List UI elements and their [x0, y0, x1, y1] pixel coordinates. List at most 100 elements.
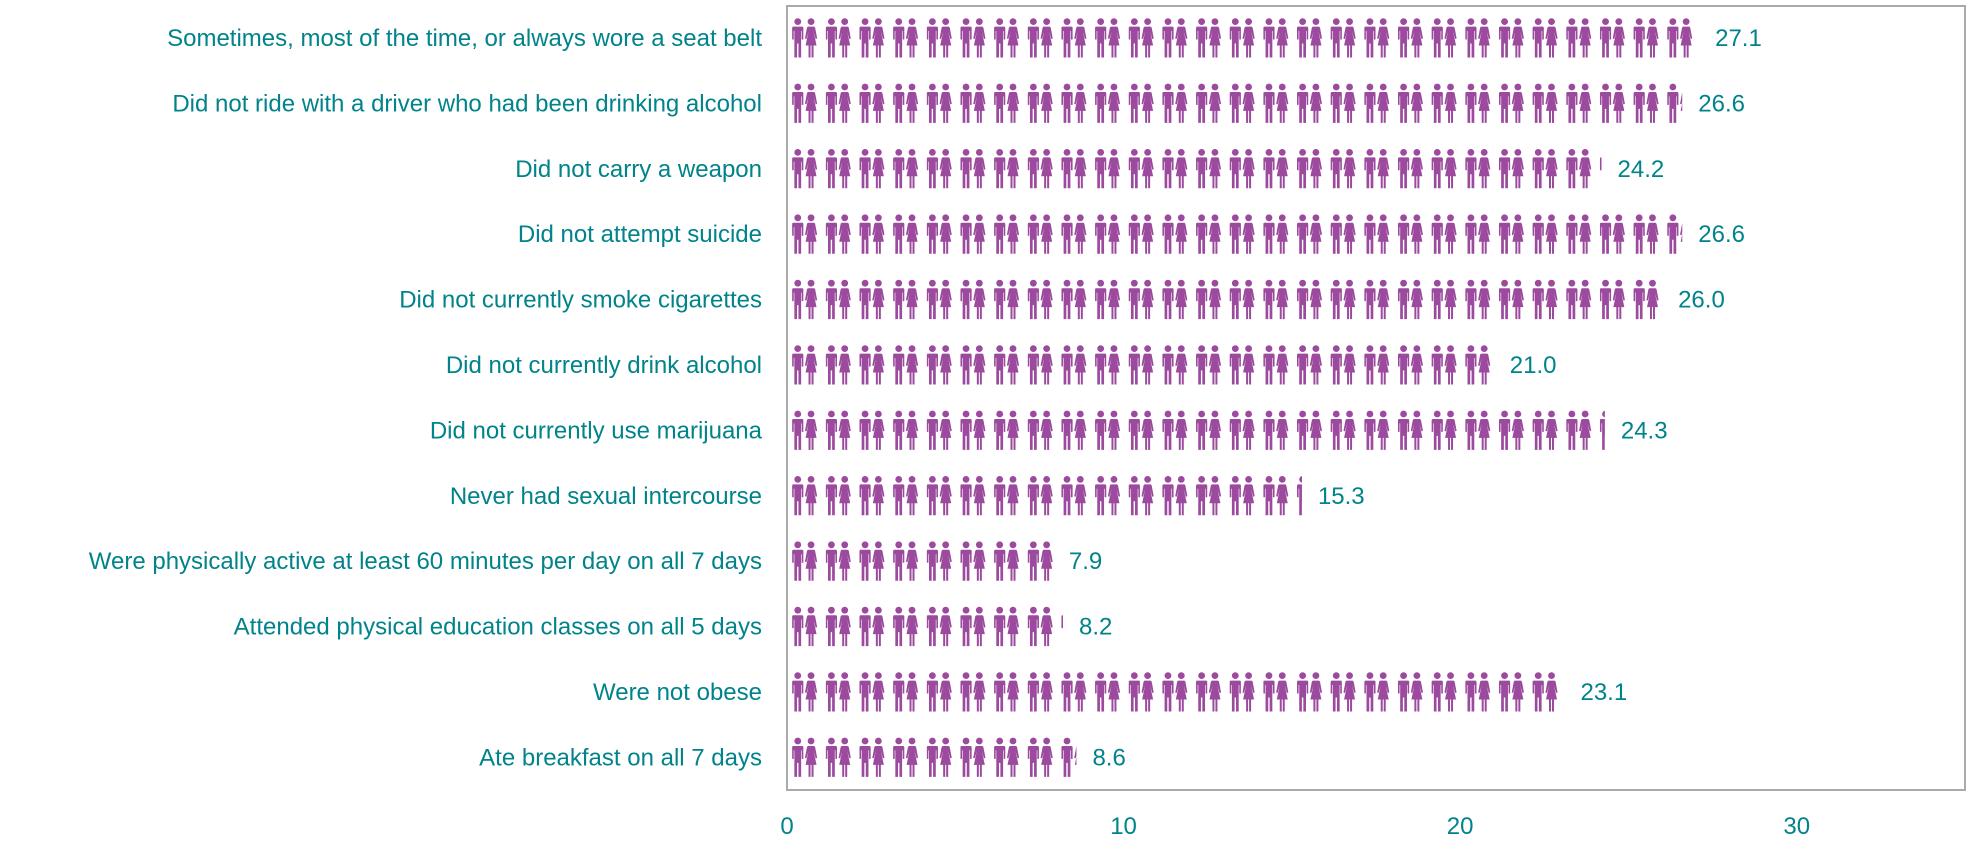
- value-label: 8.2: [1079, 614, 1112, 641]
- person-icon: [1498, 672, 1524, 712]
- person-icon: [1330, 672, 1356, 712]
- person-icon: [1566, 279, 1592, 320]
- person-icon: [926, 541, 952, 581]
- person-icon: [1162, 345, 1188, 385]
- person-icon: [1566, 410, 1592, 450]
- person-icon: [1027, 149, 1053, 189]
- x-axis-ticks: 0 10 20 30: [780, 813, 1810, 840]
- person-icon: [1095, 672, 1121, 712]
- value-label: 24.3: [1621, 417, 1668, 444]
- person-icon: [1431, 18, 1457, 58]
- person-icon: [1196, 279, 1222, 320]
- person-icon: [792, 214, 818, 254]
- person-icon: [926, 214, 952, 254]
- person-icon: [1263, 83, 1289, 123]
- person-icon: [1061, 214, 1087, 254]
- person-icon: [1532, 83, 1558, 123]
- person-icon: [792, 279, 818, 320]
- person-icon: [1599, 83, 1625, 123]
- person-icon: [1431, 672, 1457, 712]
- person-icon: [960, 476, 986, 516]
- person-icon: [926, 279, 952, 320]
- person-icon: [1297, 18, 1323, 58]
- person-icon: [893, 672, 919, 712]
- person-icon: [1465, 410, 1491, 450]
- person-icon: [960, 410, 986, 450]
- category-label: Never had sexual intercourse: [450, 483, 762, 510]
- person-icon: [893, 410, 919, 450]
- person-icon: [1532, 279, 1558, 320]
- person-icon: [960, 18, 986, 58]
- value-label: 7.9: [1069, 548, 1102, 575]
- value-label: 15.3: [1318, 483, 1365, 510]
- person-icon: [1027, 410, 1053, 450]
- person-icon: [792, 149, 818, 189]
- person-icon: [1196, 149, 1222, 189]
- person-icon: [926, 18, 952, 58]
- person-icon: [1498, 214, 1524, 254]
- bar-icons-row-8: [792, 541, 1053, 581]
- person-icon: [825, 476, 851, 516]
- person-icon: [1498, 149, 1524, 189]
- person-icon: [1263, 279, 1289, 320]
- category-label: Sometimes, most of the time, or always w…: [167, 25, 762, 52]
- person-icon: [859, 410, 885, 450]
- person-icon: [960, 83, 986, 123]
- person-icon: [792, 410, 818, 450]
- person-icon: [926, 476, 952, 516]
- person-icon: [1364, 410, 1390, 450]
- person-icon: [1364, 83, 1390, 123]
- person-icon: [825, 149, 851, 189]
- person-icon: [1128, 83, 1154, 123]
- person-icon: [1162, 410, 1188, 450]
- person-icon: [926, 149, 952, 189]
- person-icon: [1229, 410, 1255, 450]
- person-icon: [893, 606, 919, 647]
- person-icon: [1196, 410, 1222, 450]
- person-icon: [1532, 18, 1558, 58]
- person-icon: [1128, 279, 1154, 320]
- person-icon: [1330, 149, 1356, 189]
- person-icon: [1229, 18, 1255, 58]
- person-icon: [994, 410, 1020, 450]
- person-icon: [1095, 476, 1121, 516]
- person-icon: [1229, 279, 1255, 320]
- person-icon: [1229, 83, 1255, 123]
- person-icon: [859, 737, 885, 777]
- person-icon: [893, 18, 919, 58]
- bar-icons-row-10: [792, 672, 1558, 712]
- person-icon: [1027, 279, 1053, 320]
- category-label: Did not currently smoke cigarettes: [399, 287, 762, 314]
- person-icon: [1061, 279, 1087, 320]
- person-icon: [1330, 279, 1356, 320]
- person-icon: [1330, 214, 1356, 254]
- person-icon: [926, 345, 952, 385]
- person-icon: [1128, 149, 1154, 189]
- person-icon: [1095, 410, 1121, 450]
- person-icon: [1061, 737, 1077, 777]
- person-icon: [893, 476, 919, 516]
- person-icon: [994, 18, 1020, 58]
- person-icon: [1330, 410, 1356, 450]
- bar-icons-row-1: [792, 83, 1683, 123]
- person-icon: [1162, 672, 1188, 712]
- person-icon: [1027, 541, 1053, 581]
- person-icon: [926, 672, 952, 712]
- category-label: Were not obese: [593, 679, 762, 706]
- person-icon: [1431, 279, 1457, 320]
- person-icon: [893, 214, 919, 254]
- person-icon: [792, 18, 818, 58]
- person-icon: [1498, 83, 1524, 123]
- value-label: 8.6: [1092, 744, 1125, 771]
- person-icon: [1263, 345, 1289, 385]
- person-icon: [1263, 149, 1289, 189]
- person-icon: [1498, 279, 1524, 320]
- person-icon: [792, 83, 818, 123]
- person-icon: [1061, 345, 1087, 385]
- person-icon: [926, 83, 952, 123]
- value-label: 26.0: [1678, 287, 1725, 314]
- person-icon: [1330, 345, 1356, 385]
- person-icon: [1599, 214, 1625, 254]
- person-icon: [792, 672, 818, 712]
- person-icon: [893, 541, 919, 581]
